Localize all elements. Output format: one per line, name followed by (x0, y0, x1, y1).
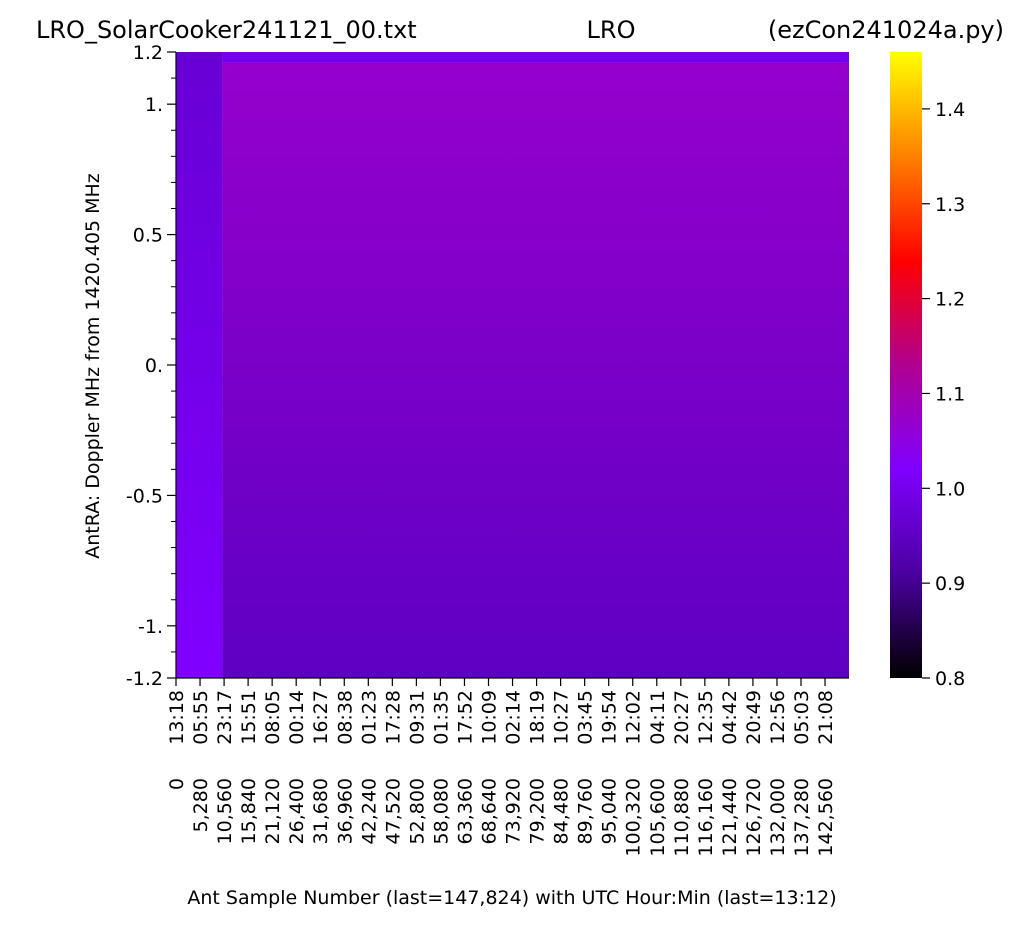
x-tick-utc-label: 16:27 (310, 690, 332, 745)
x-axis-label: Ant Sample Number (last=147,824) with UT… (187, 887, 836, 909)
title-right: (ezCon241024a.py) (768, 16, 1004, 44)
colorbar-tick-label: 1.4 (935, 99, 965, 121)
x-tick-utc-label: 20:27 (671, 690, 693, 745)
x-tick-utc-label: 17:52 (454, 690, 476, 745)
x-tick-sample-label: 52,800 (406, 778, 428, 844)
x-tick-utc-label: 13:18 (166, 690, 188, 745)
x-tick-utc-label: 08:38 (334, 690, 356, 745)
x-tick-sample-label: 15,840 (238, 778, 260, 844)
x-tick-utc-label: 15:51 (238, 690, 260, 745)
heatmap-region (222, 52, 850, 63)
y-axis-label: AntRA: Doppler MHz from 1420.405 MHz (82, 173, 104, 559)
x-tick-sample-label: 89,760 (575, 778, 597, 844)
x-tick-utc-label: 12:56 (767, 690, 789, 745)
x-tick-utc-label: 00:14 (286, 690, 308, 745)
x-tick-utc-label: 01:35 (430, 690, 452, 745)
x-tick-sample-label: 42,240 (358, 778, 380, 844)
y-tick-label: -0.5 (126, 485, 163, 507)
x-tick-sample-label: 21,120 (262, 778, 284, 844)
x-tick-utc-label: 19:54 (599, 690, 621, 745)
heatmap-plot-area (176, 52, 850, 678)
x-tick-utc-label: 12:02 (623, 690, 645, 745)
x-tick-utc-label: 04:11 (647, 690, 669, 745)
x-tick-sample-label: 110,880 (671, 778, 693, 857)
y-tick-label: -1. (138, 616, 163, 638)
x-tick-sample-label: 5,280 (190, 778, 212, 832)
colorbar-tick-label: 1.1 (935, 383, 965, 405)
x-axis: 13:18 0 05:55 5,280 23:17 10,560 15:51 15,840 08… (166, 677, 849, 857)
x-tick-sample-label: 58,080 (430, 778, 452, 844)
x-tick-sample-label: 0 (166, 778, 188, 790)
y-tick-label: 1.2 (133, 42, 163, 64)
y-tick-label: 0. (145, 355, 163, 377)
y-tick-label: 0.5 (133, 225, 163, 247)
x-tick-sample-label: 100,320 (623, 778, 645, 857)
x-tick-utc-label: 09:31 (406, 690, 428, 745)
x-tick-sample-label: 142,560 (815, 778, 837, 857)
x-tick-utc-label: 21:08 (815, 690, 837, 745)
x-tick-utc-label: 05:03 (791, 690, 813, 745)
x-tick-sample-label: 132,000 (767, 778, 789, 857)
y-tick-label: 1. (145, 94, 163, 116)
x-tick-utc-label: 01:23 (358, 690, 380, 745)
x-tick-sample-label: 31,680 (310, 778, 332, 844)
x-tick-utc-label: 12:35 (695, 690, 717, 745)
x-tick-utc-label: 23:17 (214, 690, 236, 745)
x-tick-sample-label: 84,480 (551, 778, 573, 844)
y-axis: 1.2 1. 0.5 0. -0.5 -1. -1.2 (126, 42, 177, 690)
x-tick-sample-label: 36,960 (334, 778, 356, 844)
x-tick-utc-label: 04:42 (719, 690, 741, 745)
x-tick-sample-label: 121,440 (719, 778, 741, 857)
x-tick-utc-label: 02:14 (503, 690, 525, 745)
x-tick-sample-label: 26,400 (286, 778, 308, 844)
x-tick-utc-label: 08:05 (262, 690, 284, 745)
x-tick-sample-label: 68,640 (478, 778, 500, 844)
x-tick-utc-label: 05:55 (190, 690, 212, 745)
x-tick-utc-label: 18:19 (527, 690, 549, 745)
title-left: LRO_SolarCooker241121_00.txt (36, 16, 417, 44)
x-tick-sample-label: 126,720 (743, 778, 765, 857)
x-tick-sample-label: 73,920 (503, 778, 525, 844)
x-tick-utc-label: 03:45 (575, 690, 597, 745)
colorbar-tick-label: 1.2 (935, 289, 965, 311)
colorbar-tick-label: 0.8 (935, 668, 965, 690)
x-tick-sample-label: 10,560 (214, 778, 236, 844)
x-tick-utc-label: 20:49 (743, 690, 765, 745)
colorbar: 0.8 0.9 1.0 1.1 1.2 1.3 1.4 (890, 52, 965, 690)
x-tick-sample-label: 105,600 (647, 778, 669, 857)
colorbar-tick-label: 0.9 (935, 573, 965, 595)
colorbar-gradient (890, 52, 922, 678)
x-tick-utc-label: 10:09 (478, 690, 500, 745)
colorbar-tick-label: 1.0 (935, 478, 965, 500)
x-tick-sample-label: 137,280 (791, 778, 813, 857)
x-tick-sample-label: 116,160 (695, 778, 717, 857)
heatmap-region (176, 52, 223, 678)
x-tick-sample-label: 47,520 (382, 778, 404, 844)
x-tick-sample-label: 79,200 (527, 778, 549, 844)
y-tick-label: -1.2 (126, 668, 163, 690)
title-center: LRO (587, 16, 636, 44)
x-tick-sample-label: 63,360 (454, 778, 476, 844)
x-tick-utc-label: 17:28 (382, 690, 404, 745)
x-tick-utc-label: 10:27 (551, 690, 573, 745)
colorbar-tick-label: 1.3 (935, 194, 965, 216)
heatmap-region (222, 62, 850, 678)
x-tick-sample-label: 95,040 (599, 778, 621, 844)
